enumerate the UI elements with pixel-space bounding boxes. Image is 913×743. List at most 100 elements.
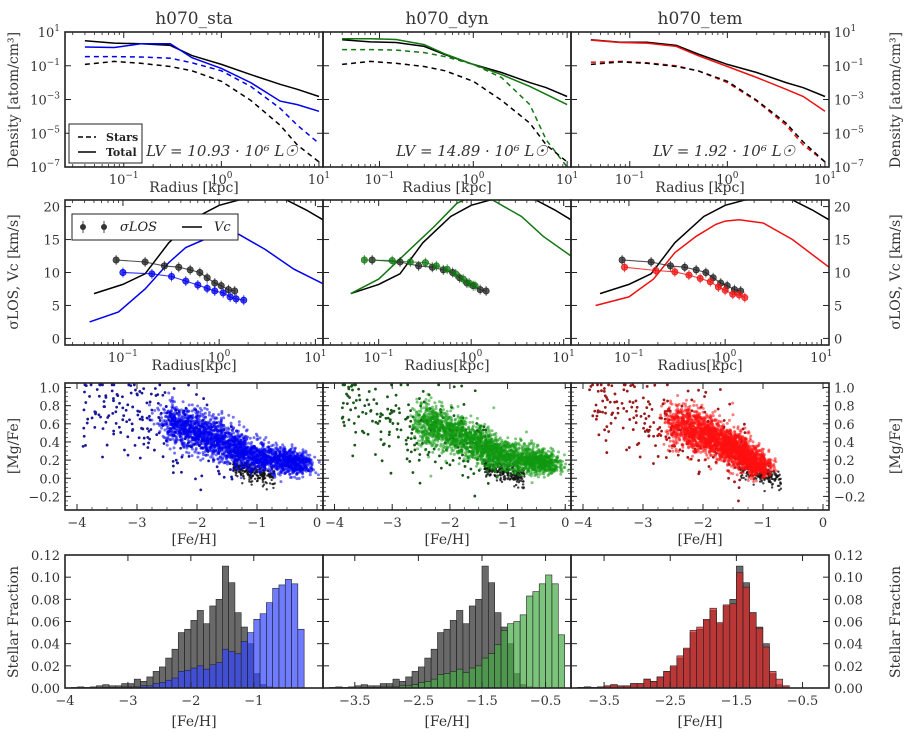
model-star-point [376,422,380,425]
sigma-model-point [432,262,440,270]
model-star-point [225,462,229,466]
model-star-point [380,459,384,463]
model-star-point [170,403,174,407]
model-star-point [228,451,232,455]
reference-star-point [273,482,277,485]
plot-area [340,383,571,498]
model-star-point [227,443,231,447]
sigma-reference-point [396,258,404,266]
model-star-point [395,427,399,431]
model-star-point [252,446,256,450]
kinematics-ylabel-right: σLOS, Vc [km/s] [888,214,904,329]
model-star-point [179,438,183,442]
model-star-point [367,390,371,393]
model-star-point [394,393,398,397]
sigma-reference-point [618,256,626,264]
series-line-total-reference- [590,38,826,98]
model-star-point [207,434,211,438]
model-star-point [187,409,191,413]
model-star-point [126,435,130,439]
sigma-reference-point [211,279,219,287]
model-star-point [263,461,267,465]
reference-star-point [241,472,245,475]
model-star-point [371,419,374,423]
model-star-point [246,463,250,467]
model-star-point [246,460,250,464]
model-star-point [179,426,183,430]
model-star-point [361,429,364,433]
model-star-point [173,439,177,443]
model-star-point [190,416,194,420]
reference-star-point [241,469,245,472]
model-star-point [152,422,156,426]
model-star-point [280,448,284,452]
model-star-point [437,383,441,387]
model-star-point [398,411,401,415]
model-star-point [211,438,215,442]
model-star-point [427,399,431,403]
model-star-point [171,471,175,475]
model-star-point [200,474,204,478]
model-star-point [214,453,218,457]
model-star-point [217,437,221,441]
model-star-point [199,458,203,462]
model-star-point [559,472,563,476]
model-star-point [185,407,189,411]
model-star-point [201,457,205,461]
model-star-point [177,409,181,413]
sigma-model-point [696,274,704,282]
model-star-point [124,408,128,412]
model-star-point [293,447,297,451]
model-star-point [281,454,285,458]
model-star-point [149,428,153,431]
model-star-point [170,398,174,402]
model-star-point [171,422,175,426]
model-star-point [197,451,201,455]
model-star-point [93,425,97,429]
model-star-point [419,407,423,411]
model-star-point [106,416,110,419]
model-star-point [261,454,265,458]
model-star-point [357,387,361,391]
model-star-point [210,414,214,418]
model-star-point [147,429,151,433]
reference-star-point [523,475,526,478]
reference-star-point [261,475,265,479]
model-star-point [345,392,348,396]
sigma-model-point [714,283,722,291]
model-star-point [202,435,206,439]
model-star-point [182,425,186,429]
model-star-point [387,433,391,437]
model-star-point [391,422,395,425]
model-star-point [440,401,444,405]
model-star-point [394,404,398,407]
model-star-point [458,456,461,460]
model-star-point [202,397,206,400]
model-star-point [430,405,434,409]
model-star-point [350,384,353,388]
model-star-point [415,397,419,401]
model-star-point [142,436,146,440]
model-star-point [222,434,226,438]
model-star-point [275,446,279,450]
model-star-point [184,450,188,454]
model-star-point [448,443,452,447]
model-star-point [205,407,209,411]
model-star-point [418,481,422,485]
model-star-point [242,437,246,441]
model-star-point [250,440,254,444]
model-star-point [179,418,183,422]
model-star-point [354,430,358,434]
model-star-point [166,415,170,419]
reference-star-point [493,473,496,477]
model-star-point [347,385,351,389]
model-star-point [174,408,178,412]
reference-star-point [512,478,516,481]
reference-star-point [239,473,243,477]
model-star-point [365,398,369,402]
model-star-point [237,445,241,449]
model-star-point [295,477,299,481]
model-star-point [396,422,400,426]
model-star-point [167,391,171,395]
model-star-point [162,436,166,440]
